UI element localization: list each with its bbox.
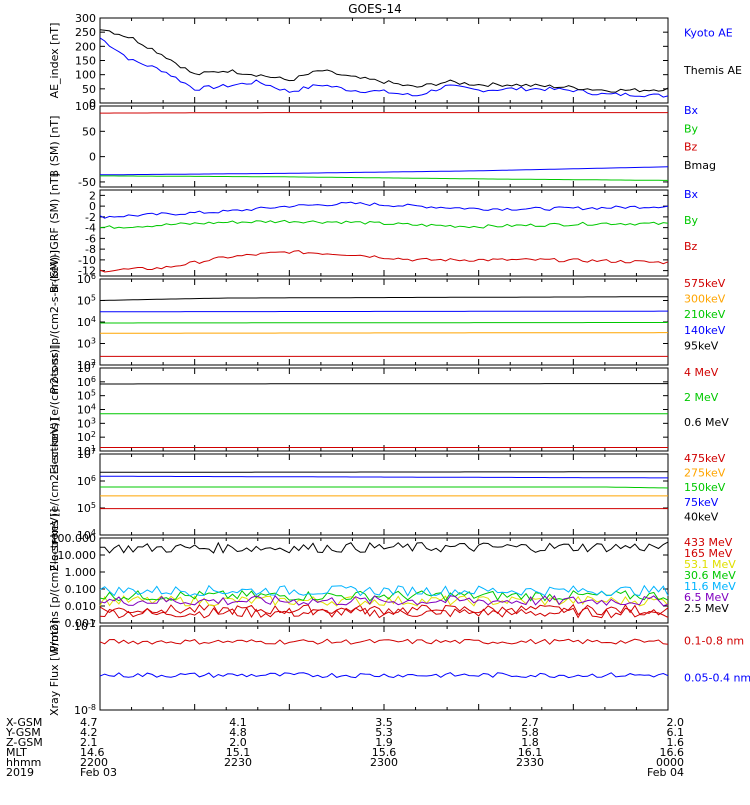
y-tick-label: 107 bbox=[77, 447, 96, 461]
legend-label: 2 MeV bbox=[684, 391, 719, 404]
legend-label: 2.5 MeV bbox=[684, 602, 729, 615]
legend-label: 75keV bbox=[684, 496, 719, 509]
legend-label: 275keV bbox=[684, 467, 726, 480]
panel-frame bbox=[100, 190, 668, 276]
panel-2: 100 50 0 -50 B (SM) [nT] Bx By Bz Bmag bbox=[48, 100, 716, 189]
legend-label: 150keV bbox=[684, 481, 726, 494]
y-tick-label: 50 bbox=[82, 83, 96, 96]
legend-label: 475keV bbox=[684, 452, 726, 465]
y-tick-label: 10-8 bbox=[74, 703, 96, 717]
series-line bbox=[100, 472, 668, 473]
series-line bbox=[100, 608, 668, 618]
y-axis-label: Xray Flux [W/m2] bbox=[48, 620, 61, 716]
series-line bbox=[100, 202, 668, 218]
legend-label: 0.1-0.8 nm bbox=[684, 634, 744, 647]
y-tick-label: 105 bbox=[77, 294, 96, 308]
series-line bbox=[100, 323, 668, 324]
y-tick-label: 0.100 bbox=[65, 583, 97, 596]
series-line bbox=[100, 167, 668, 175]
legend-label: Bx bbox=[684, 188, 699, 201]
footer-cell: 2230 bbox=[224, 756, 252, 769]
y-tick-label: 1.000 bbox=[65, 566, 97, 579]
legend-label: 140keV bbox=[684, 324, 726, 337]
legend-label: 210keV bbox=[684, 308, 726, 321]
y-tick-label: 105 bbox=[77, 501, 96, 515]
legend-label: 40keV bbox=[684, 510, 719, 523]
series-line bbox=[100, 251, 668, 272]
panel-frame bbox=[100, 368, 668, 451]
y-axis-label: B (SM) [nT] bbox=[48, 116, 61, 178]
y-tick-label: 104 bbox=[77, 403, 96, 417]
legend-label: By bbox=[684, 122, 699, 135]
panel-7: 100.00010.0001.0000.1000.0100.001Protons… bbox=[48, 509, 736, 653]
panel-3: 20-2-4-6-8-10-12B (SM)-IGRF (SM) [nT]BxB… bbox=[48, 173, 699, 293]
y-tick-label: 50 bbox=[82, 125, 96, 138]
panel-frame bbox=[100, 106, 668, 187]
y-tick-label: 300 bbox=[75, 12, 96, 25]
y-tick-label: 100 bbox=[75, 100, 96, 113]
legend-label: Bx bbox=[684, 104, 699, 117]
legend-label: 575keV bbox=[684, 277, 726, 290]
series-line bbox=[100, 176, 668, 181]
legend-label: Kyoto AE bbox=[684, 27, 733, 40]
panel-frame bbox=[100, 626, 668, 710]
y-axis-label: AE_index [nT] bbox=[48, 23, 61, 99]
y-tick-label: 200 bbox=[75, 40, 96, 53]
series-line bbox=[100, 311, 668, 312]
y-tick-label: 106 bbox=[77, 474, 96, 488]
legend-label: Bz bbox=[684, 240, 698, 253]
y-tick-label: 106 bbox=[77, 272, 96, 286]
footer-cell: 2330 bbox=[516, 756, 544, 769]
series-line bbox=[100, 487, 668, 488]
series-line bbox=[100, 605, 668, 615]
footer-cell: Feb 04 bbox=[647, 766, 684, 779]
legend-label: Themis AE bbox=[683, 64, 742, 77]
footer-row-label: 2019 bbox=[6, 766, 34, 779]
y-tick-label: 102 bbox=[77, 430, 96, 444]
y-tick-label: 103 bbox=[77, 337, 96, 351]
y-tick-label: 0.010 bbox=[65, 600, 97, 613]
legend-label: Bz bbox=[684, 141, 698, 154]
legend-label: 95keV bbox=[684, 339, 719, 352]
y-tick-label: 150 bbox=[75, 55, 96, 68]
series-line bbox=[100, 476, 668, 478]
y-tick-label: 104 bbox=[77, 315, 96, 329]
panel-8: 10-7 10-8 Xray Flux [W/m2] 0.1-0.8 nm 0.05-0… bbox=[48, 619, 750, 717]
y-tick-label: 107 bbox=[77, 361, 96, 375]
series-line bbox=[100, 333, 668, 334]
series-line bbox=[100, 673, 668, 678]
y-tick-label: -50 bbox=[78, 176, 96, 189]
series-line bbox=[100, 297, 668, 301]
legend-label: 300keV bbox=[684, 293, 726, 306]
legend-label: 0.6 MeV bbox=[684, 416, 729, 429]
y-tick-label: 10-7 bbox=[74, 619, 96, 633]
footer-table: X-GSMY-GSMZ-GSMMLThhmm20194.74.22.114.62… bbox=[5, 716, 684, 779]
series-line bbox=[100, 639, 668, 644]
y-tick-label: 0 bbox=[89, 151, 96, 164]
y-tick-label: 250 bbox=[75, 26, 96, 39]
y-tick-label: 10.000 bbox=[58, 549, 97, 562]
footer-cell: Feb 03 bbox=[80, 766, 117, 779]
panel-frame bbox=[100, 279, 668, 365]
panel-frame bbox=[100, 454, 668, 535]
series-line bbox=[100, 113, 668, 114]
y-tick-label: 103 bbox=[77, 416, 96, 430]
y-tick-label: 105 bbox=[77, 389, 96, 403]
y-tick-label: 106 bbox=[77, 375, 96, 389]
legend-label: 0.05-0.4 nm bbox=[684, 671, 750, 684]
legend-label: 4 MeV bbox=[684, 366, 719, 379]
legend-label: By bbox=[684, 214, 699, 227]
series-line bbox=[100, 220, 668, 228]
footer-cell: 2300 bbox=[370, 756, 398, 769]
y-tick-label: 100 bbox=[75, 69, 96, 82]
figure-title: GOES-14 bbox=[348, 2, 402, 16]
legend-label: Bmag bbox=[684, 159, 716, 172]
